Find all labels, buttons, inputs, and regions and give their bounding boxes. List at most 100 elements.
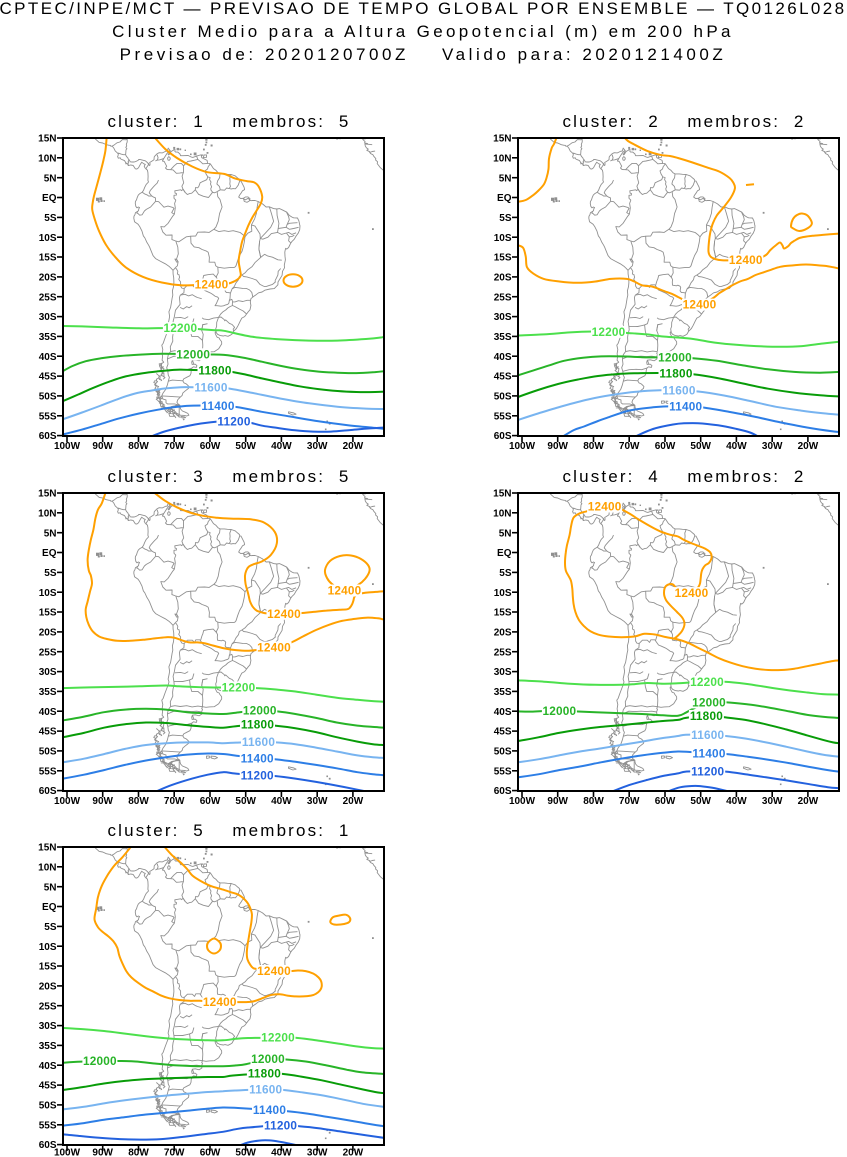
- svg-text:11400: 11400: [201, 399, 234, 413]
- svg-text:12200: 12200: [222, 681, 256, 695]
- svg-text:11600: 11600: [662, 384, 695, 398]
- svg-text:70W: 70W: [619, 796, 640, 807]
- svg-text:50S: 50S: [494, 747, 512, 758]
- svg-text:Previsao de: 2020120700Z Va: Previsao de: 2020120700Z Valido para: 20…: [120, 45, 727, 64]
- svg-text:100W: 100W: [509, 441, 536, 452]
- svg-text:11600: 11600: [249, 1082, 282, 1096]
- svg-text:11400: 11400: [253, 1103, 286, 1117]
- svg-text:30W: 30W: [307, 1148, 328, 1157]
- svg-text:20S: 20S: [39, 273, 57, 284]
- svg-text:cluster: 4 membros: 2: cluster: 4 membros: 2: [563, 467, 806, 486]
- svg-text:60S: 60S: [39, 786, 57, 797]
- svg-text:11800: 11800: [241, 718, 274, 732]
- svg-text:55S: 55S: [494, 766, 512, 777]
- svg-text:50W: 50W: [690, 441, 711, 452]
- svg-text:cluster: 1 membros: 5: cluster: 1 membros: 5: [108, 112, 351, 131]
- svg-text:45S: 45S: [494, 372, 512, 383]
- svg-text:60W: 60W: [200, 796, 221, 807]
- svg-text:60W: 60W: [655, 441, 676, 452]
- svg-text:15N: 15N: [493, 134, 511, 145]
- svg-text:100W: 100W: [509, 796, 536, 807]
- svg-text:40W: 40W: [271, 1148, 292, 1157]
- svg-text:11800: 11800: [690, 709, 723, 723]
- svg-text:70W: 70W: [164, 1148, 185, 1157]
- svg-text:50W: 50W: [235, 441, 256, 452]
- svg-text:20S: 20S: [494, 628, 512, 639]
- svg-text:12000: 12000: [83, 1054, 117, 1068]
- svg-text:Cluster Medio para a Altura Ge: Cluster Medio para a Altura Geopotencial…: [112, 22, 734, 41]
- svg-text:20S: 20S: [494, 273, 512, 284]
- svg-text:50W: 50W: [690, 796, 711, 807]
- svg-text:55S: 55S: [494, 411, 512, 422]
- svg-text:cluster: 5 membros: 1: cluster: 5 membros: 1: [108, 821, 351, 840]
- svg-text:50W: 50W: [235, 1148, 256, 1157]
- svg-text:80W: 80W: [128, 796, 149, 807]
- svg-text:100W: 100W: [54, 796, 81, 807]
- svg-text:30W: 30W: [762, 796, 783, 807]
- svg-text:11800: 11800: [248, 1067, 281, 1081]
- svg-text:12400: 12400: [588, 500, 622, 514]
- svg-text:20S: 20S: [39, 628, 57, 639]
- svg-text:60S: 60S: [494, 431, 512, 442]
- svg-text:55S: 55S: [39, 766, 57, 777]
- svg-text:40S: 40S: [494, 707, 512, 718]
- svg-text:60W: 60W: [200, 441, 221, 452]
- svg-text:12000: 12000: [542, 704, 576, 718]
- svg-text:12000: 12000: [251, 1052, 285, 1066]
- svg-text:90W: 90W: [547, 441, 568, 452]
- svg-text:25S: 25S: [39, 292, 57, 303]
- svg-text:40W: 40W: [271, 796, 292, 807]
- svg-text:15S: 15S: [494, 253, 512, 264]
- svg-text:5S: 5S: [44, 922, 57, 933]
- svg-text:12000: 12000: [176, 347, 210, 361]
- svg-text:EQ: EQ: [42, 193, 57, 204]
- svg-text:11200: 11200: [691, 764, 724, 778]
- svg-text:45S: 45S: [494, 727, 512, 738]
- svg-text:EQ: EQ: [497, 548, 512, 559]
- svg-text:50S: 50S: [39, 392, 57, 403]
- svg-text:5N: 5N: [44, 173, 57, 184]
- svg-text:40S: 40S: [39, 1061, 57, 1072]
- svg-text:10S: 10S: [39, 233, 57, 244]
- svg-text:100W: 100W: [54, 441, 81, 452]
- svg-text:12400: 12400: [675, 586, 709, 600]
- svg-text:35S: 35S: [494, 687, 512, 698]
- svg-text:30W: 30W: [307, 796, 328, 807]
- svg-text:40S: 40S: [39, 352, 57, 363]
- svg-text:25S: 25S: [39, 647, 57, 658]
- svg-text:15N: 15N: [38, 134, 56, 145]
- svg-text:cluster: 2 membros: 2: cluster: 2 membros: 2: [563, 112, 806, 131]
- svg-text:30W: 30W: [762, 441, 783, 452]
- svg-text:EQ: EQ: [42, 902, 57, 913]
- svg-text:25S: 25S: [494, 292, 512, 303]
- svg-text:5N: 5N: [44, 882, 57, 893]
- svg-text:10S: 10S: [494, 233, 512, 244]
- svg-text:12000: 12000: [658, 350, 692, 364]
- svg-text:60S: 60S: [39, 431, 57, 442]
- svg-text:15S: 15S: [39, 962, 57, 973]
- svg-text:10S: 10S: [39, 942, 57, 953]
- svg-text:11400: 11400: [669, 400, 702, 414]
- svg-text:12400: 12400: [195, 278, 229, 292]
- svg-text:80W: 80W: [583, 796, 604, 807]
- svg-text:35S: 35S: [39, 332, 57, 343]
- svg-text:35S: 35S: [494, 332, 512, 343]
- svg-text:12200: 12200: [163, 321, 197, 335]
- svg-text:12400: 12400: [729, 253, 763, 267]
- svg-text:12400: 12400: [267, 607, 301, 621]
- svg-text:40S: 40S: [39, 707, 57, 718]
- svg-text:11600: 11600: [194, 381, 227, 395]
- svg-text:40S: 40S: [494, 352, 512, 363]
- svg-text:15S: 15S: [39, 608, 57, 619]
- svg-text:80W: 80W: [128, 441, 149, 452]
- svg-text:80W: 80W: [128, 1148, 149, 1157]
- svg-text:15S: 15S: [39, 253, 57, 264]
- svg-text:25S: 25S: [494, 647, 512, 658]
- svg-text:5N: 5N: [44, 528, 57, 539]
- svg-text:50W: 50W: [235, 796, 256, 807]
- svg-text:15N: 15N: [493, 489, 511, 500]
- svg-text:11200: 11200: [264, 1118, 297, 1132]
- svg-text:5N: 5N: [499, 528, 512, 539]
- svg-text:10N: 10N: [38, 153, 56, 164]
- svg-text:90W: 90W: [92, 1148, 113, 1157]
